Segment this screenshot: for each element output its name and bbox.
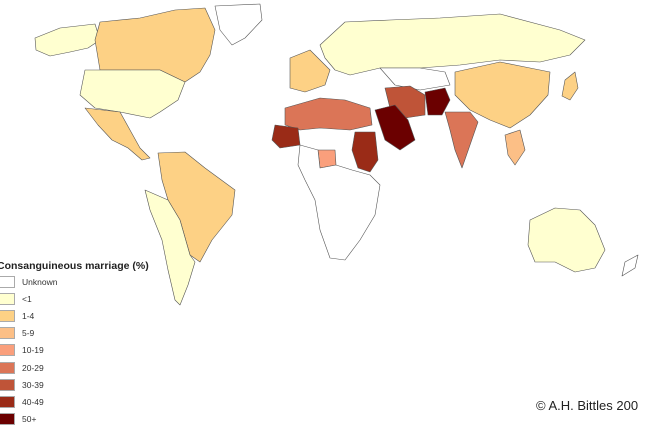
legend-label: 50+ [22,414,37,425]
region-japan [561,71,579,101]
region-western-europe [289,49,331,93]
region-central-asia [379,67,451,91]
legend-swatch [0,395,15,408]
region-saudi-arabia [374,104,416,151]
region-north-south-america [157,151,236,263]
region-sudan [351,131,379,173]
region-sub-saharan-africa [297,144,381,261]
legend-swatch [0,413,15,426]
legend-label: <1 [22,293,32,304]
region-mexico-central-america [84,107,151,161]
legend-swatch [0,309,15,322]
region-pakistan [424,87,451,116]
legend-item-5-9: 5-9 [0,325,180,342]
legend-item-10-19: 10-19 [0,342,180,359]
legend-label: 1-4 [22,310,35,321]
region-usa [79,69,186,119]
legend-item-40-49: 40-49 [0,393,180,410]
region-canada [94,7,216,83]
legend-swatch [0,327,15,340]
legend-label: 20-29 [22,362,44,373]
legend-label: 40-49 [22,396,44,407]
copyright-credit: © A.H. Bittles 200 [536,398,639,413]
legend-swatch [0,378,15,391]
legend-swatch [0,275,15,288]
region-se-asia [504,129,526,166]
legend-item-lt1: <1 [0,290,180,307]
legend-item-50plus: 50+ [0,411,180,428]
region-south-south-america [144,189,196,306]
region-mauritania [271,124,301,149]
map-legend: Consanguineous marriage (%) Unknown <1 1… [0,259,180,428]
region-new-zealand [621,254,639,277]
legend-label: 30-39 [22,379,44,390]
region-australia [527,207,606,273]
legend-item-1-4: 1-4 [0,307,180,324]
legend-item-20-29: 20-29 [0,359,180,376]
legend-swatch [0,292,15,305]
legend-label: Unknown [22,276,58,287]
legend-title: Consanguineous marriage (%) [0,260,149,272]
region-greenland [214,3,263,46]
region-alaska [34,23,101,57]
legend-swatch [0,361,15,374]
legend-item-unknown: Unknown [0,273,180,290]
region-north-africa [284,97,373,131]
legend-item-30-39: 30-39 [0,376,180,393]
legend-swatch [0,344,15,357]
legend-label: 10-19 [22,345,44,356]
region-russia-eastern-europe [319,13,586,76]
region-india [444,111,479,169]
region-china [454,61,551,129]
legend-label: 5-9 [22,328,35,339]
